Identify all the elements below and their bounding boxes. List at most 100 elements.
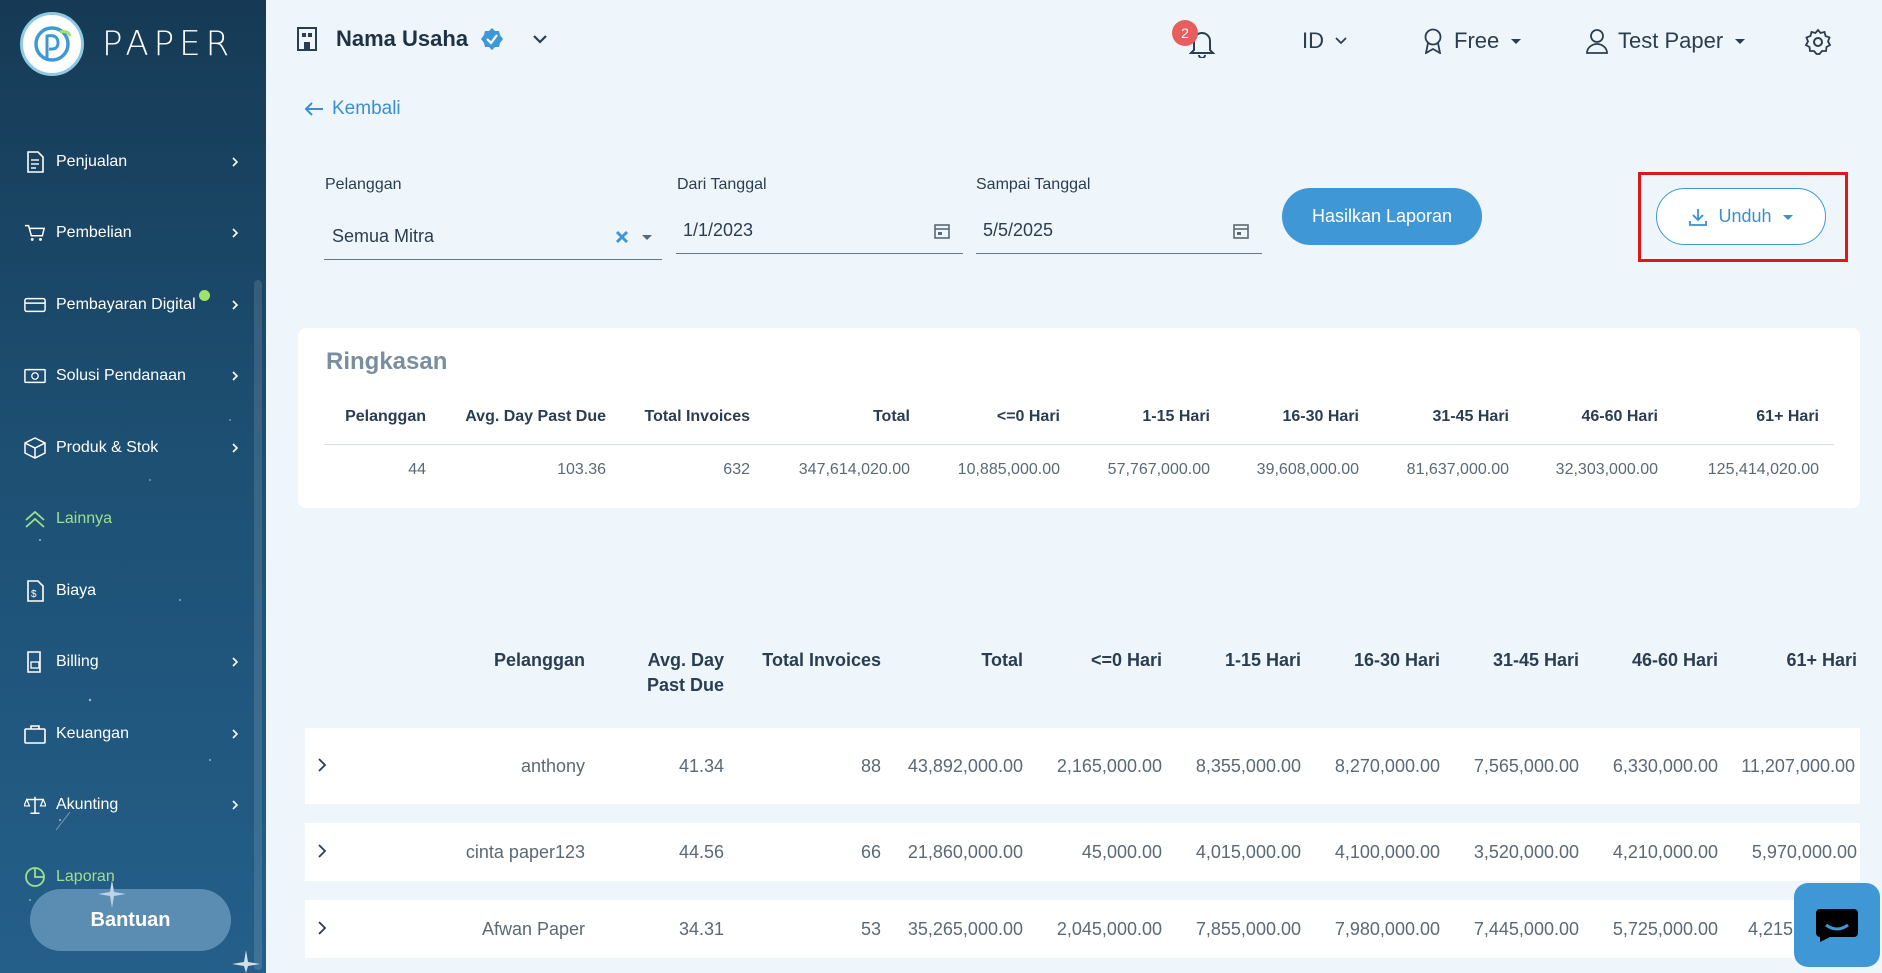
table-cell: 66 xyxy=(860,841,881,862)
sidebar-item-solusi-pendanaan[interactable]: Solusi Pendanaan xyxy=(0,341,256,413)
table-cell: 8,355,000.00 xyxy=(1195,755,1301,776)
table-cell: 7,565,000.00 xyxy=(1473,755,1579,776)
customer-value: Semua Mitra xyxy=(332,226,435,246)
download-icon xyxy=(1689,208,1708,226)
svg-text:$: $ xyxy=(31,589,37,600)
sidebar-item-keuangan[interactable]: Keuangan xyxy=(0,698,256,770)
sidebar-scrollbar[interactable] xyxy=(254,280,262,970)
customer-label: Pelanggan xyxy=(325,176,402,193)
summary-value: 39,608,000.00 xyxy=(1256,461,1359,478)
chat-bubble-icon xyxy=(1816,909,1858,942)
box-icon xyxy=(24,436,46,459)
sidebar-item-akunting[interactable]: Akunting xyxy=(0,770,256,842)
table-cell: 8,270,000.00 xyxy=(1334,755,1440,776)
cart-icon xyxy=(24,222,46,244)
table-row[interactable]: anthony 41.34 88 43,892,000.00 2,165,000… xyxy=(305,728,1860,804)
settings-button[interactable] xyxy=(1804,28,1832,56)
customer-select[interactable]: Semua Mitra xyxy=(324,214,662,260)
plan-label: Free xyxy=(1454,28,1500,53)
expand-row-button[interactable] xyxy=(305,756,351,777)
summary-value: 632 xyxy=(723,461,750,478)
chevron-right-icon xyxy=(232,300,239,310)
calendar-icon[interactable] xyxy=(933,222,951,240)
download-button[interactable]: Unduh xyxy=(1656,188,1826,245)
calendar-icon[interactable] xyxy=(1232,222,1250,240)
sidebar-item-label: Biaya xyxy=(56,581,97,599)
table-cell: 88 xyxy=(860,755,881,776)
money-icon xyxy=(24,365,46,387)
plan-selector[interactable]: Free xyxy=(1422,28,1523,54)
chat-widget-button[interactable] xyxy=(1794,883,1880,967)
summary-header: <=0 Hari xyxy=(996,408,1060,425)
sidebar-item-label: Billing xyxy=(56,653,99,671)
from-date-input[interactable]: 1/1/2023 xyxy=(676,208,963,254)
summary-header: Avg. Day Past Due xyxy=(465,408,606,425)
from-date-value: 1/1/2023 xyxy=(683,220,754,240)
briefcase-icon xyxy=(24,723,46,745)
document-icon xyxy=(24,150,46,173)
download-label: Unduh xyxy=(1718,206,1772,226)
expand-row-button[interactable] xyxy=(305,919,351,940)
summary-card: Ringkasan Pelanggan Avg. Day Past Due To… xyxy=(298,328,1860,508)
table-cell: 3,520,000.00 xyxy=(1473,841,1579,862)
detail-header: Total Invoices xyxy=(762,650,881,670)
table-cell: 7,445,000.00 xyxy=(1473,918,1579,939)
sidebar-item-billing[interactable]: Billing xyxy=(0,627,256,699)
help-button[interactable]: Bantuan xyxy=(30,889,231,951)
summary-header: 46-60 Hari xyxy=(1581,408,1659,425)
clear-x-icon[interactable] xyxy=(614,229,630,245)
to-date-input[interactable]: 5/5/2025 xyxy=(976,208,1262,254)
detail-header: Total xyxy=(981,650,1023,670)
back-link[interactable]: Kembali xyxy=(304,98,401,120)
award-icon xyxy=(1424,28,1442,54)
chevron-right-icon xyxy=(232,157,239,167)
chevron-right-icon xyxy=(232,657,239,667)
sidebar-item-biaya[interactable]: $ Biaya xyxy=(0,555,256,627)
sidebar-item-laporan[interactable]: Laporan xyxy=(0,841,256,913)
generate-report-button[interactable]: Hasilkan Laporan xyxy=(1282,188,1482,245)
sidebar-item-label: Produk & Stok xyxy=(56,438,159,456)
table-cell: 45,000.00 xyxy=(1081,841,1162,862)
sidebar-item-lainnya[interactable]: Lainnya xyxy=(0,484,256,556)
sidebar-item-label: Penjualan xyxy=(56,152,128,170)
expand-row-button[interactable] xyxy=(305,842,351,863)
back-label: Kembali xyxy=(332,98,401,119)
brand-logo[interactable]: PAPER xyxy=(20,12,234,76)
caret-down-icon xyxy=(1782,214,1793,220)
business-switcher[interactable]: Nama Usaha xyxy=(296,26,550,52)
table-cell: 34.31 xyxy=(678,918,724,939)
detail-header: 1-15 Hari xyxy=(1224,650,1301,670)
detail-header: 61+ Hari xyxy=(1786,650,1857,670)
summary-header: Total xyxy=(872,408,910,425)
summary-value-row: 44 103.36 632 347,614,020.00 10,885,000.… xyxy=(324,461,1819,479)
topbar: Nama Usaha 2 ID Free Test Paper xyxy=(266,0,1882,86)
notification-badge: 2 xyxy=(1172,20,1198,46)
new-indicator-dot xyxy=(199,290,210,301)
receipt-icon: $ xyxy=(24,579,46,602)
sidebar-item-pembelian[interactable]: Pembelian xyxy=(0,198,256,270)
language-label: ID xyxy=(1302,28,1324,53)
caret-down-icon[interactable] xyxy=(640,230,654,244)
verified-badge-icon xyxy=(481,28,504,50)
language-selector[interactable]: ID xyxy=(1302,28,1348,54)
building-icon xyxy=(297,27,317,51)
sidebar-item-produk-stok[interactable]: Produk & Stok xyxy=(0,412,256,484)
sidebar-item-label: Solusi Pendanaan xyxy=(56,367,186,385)
summary-title: Ringkasan xyxy=(326,348,448,375)
table-row[interactable]: cinta paper123 44.56 66 21,860,000.00 45… xyxy=(305,823,1860,881)
summary-value: 32,303,000.00 xyxy=(1555,461,1658,478)
summary-value: 81,637,000.00 xyxy=(1406,461,1509,478)
download-highlight-box xyxy=(1638,172,1848,262)
notification-button[interactable]: 2 xyxy=(1172,20,1216,58)
user-icon xyxy=(1586,29,1608,54)
caret-down-icon xyxy=(1735,39,1746,44)
table-cell: 4,215 xyxy=(1748,918,1794,939)
summary-value: 125,414,020.00 xyxy=(1707,461,1819,478)
user-menu[interactable]: Test Paper xyxy=(1586,28,1747,54)
sidebar-item-pembayaran-digital[interactable]: Pembayaran Digital xyxy=(0,269,256,341)
summary-header: 1-15 Hari xyxy=(1142,408,1210,425)
detail-header-row: Pelanggan Avg. Day Past Due Total Invoic… xyxy=(306,648,1857,698)
table-cell: 5,970,000.00 xyxy=(1751,841,1857,862)
table-row[interactable]: Afwan Paper 34.31 53 35,265,000.00 2,045… xyxy=(305,900,1860,958)
sidebar-item-penjualan[interactable]: Penjualan xyxy=(0,126,256,198)
